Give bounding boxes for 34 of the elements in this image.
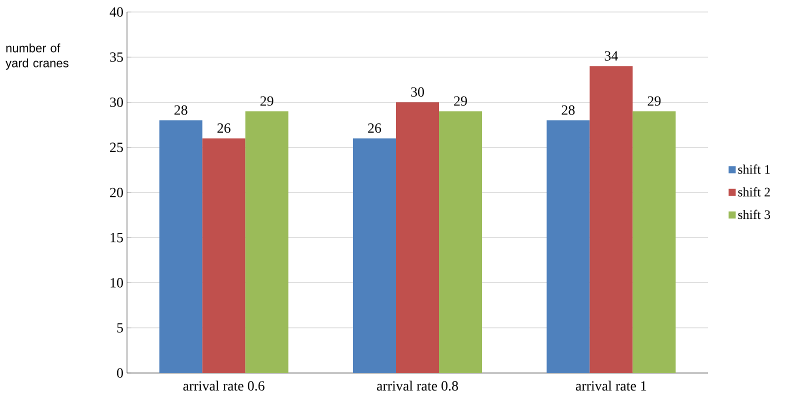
data-label: 29 [454, 96, 467, 106]
y-tick-label: 10 [110, 278, 123, 288]
y-tick-label: 30 [110, 98, 123, 107]
bar [245, 111, 288, 373]
y-axis-title: number of yard cranes [6, 44, 68, 70]
bar [546, 120, 590, 373]
bar [202, 138, 246, 373]
y-tick-label: 15 [110, 232, 123, 242]
x-tick-label: arrival rate 1 [576, 380, 646, 391]
x-tick-label: arrival rate 0.6 [183, 380, 264, 391]
data-label: 26 [368, 123, 382, 133]
y-tick-label: 5 [117, 323, 123, 333]
bar [159, 120, 202, 373]
bar [396, 102, 440, 373]
data-label: 28 [562, 105, 575, 115]
y-tick-label: 35 [110, 52, 123, 62]
data-label: 30 [411, 87, 424, 97]
bar [439, 111, 482, 373]
data-label: 26 [217, 123, 230, 133]
legend-label: shift 2 [738, 187, 770, 196]
y-tick-label: 20 [110, 188, 123, 198]
bar [353, 138, 396, 373]
bar [632, 111, 676, 373]
data-label: 28 [174, 105, 188, 115]
y-tick-label: 25 [110, 142, 123, 152]
legend-label: shift 1 [738, 164, 770, 174]
y-tick-label: 40 [110, 7, 123, 17]
data-label: 29 [648, 96, 661, 106]
y-tick-label: 0 [117, 368, 123, 378]
data-label: 34 [604, 51, 618, 61]
data-label: 29 [260, 96, 274, 106]
bar [590, 66, 633, 373]
x-tick-label: arrival rate 0.8 [377, 380, 458, 391]
legend-label: shift 3 [738, 210, 770, 220]
